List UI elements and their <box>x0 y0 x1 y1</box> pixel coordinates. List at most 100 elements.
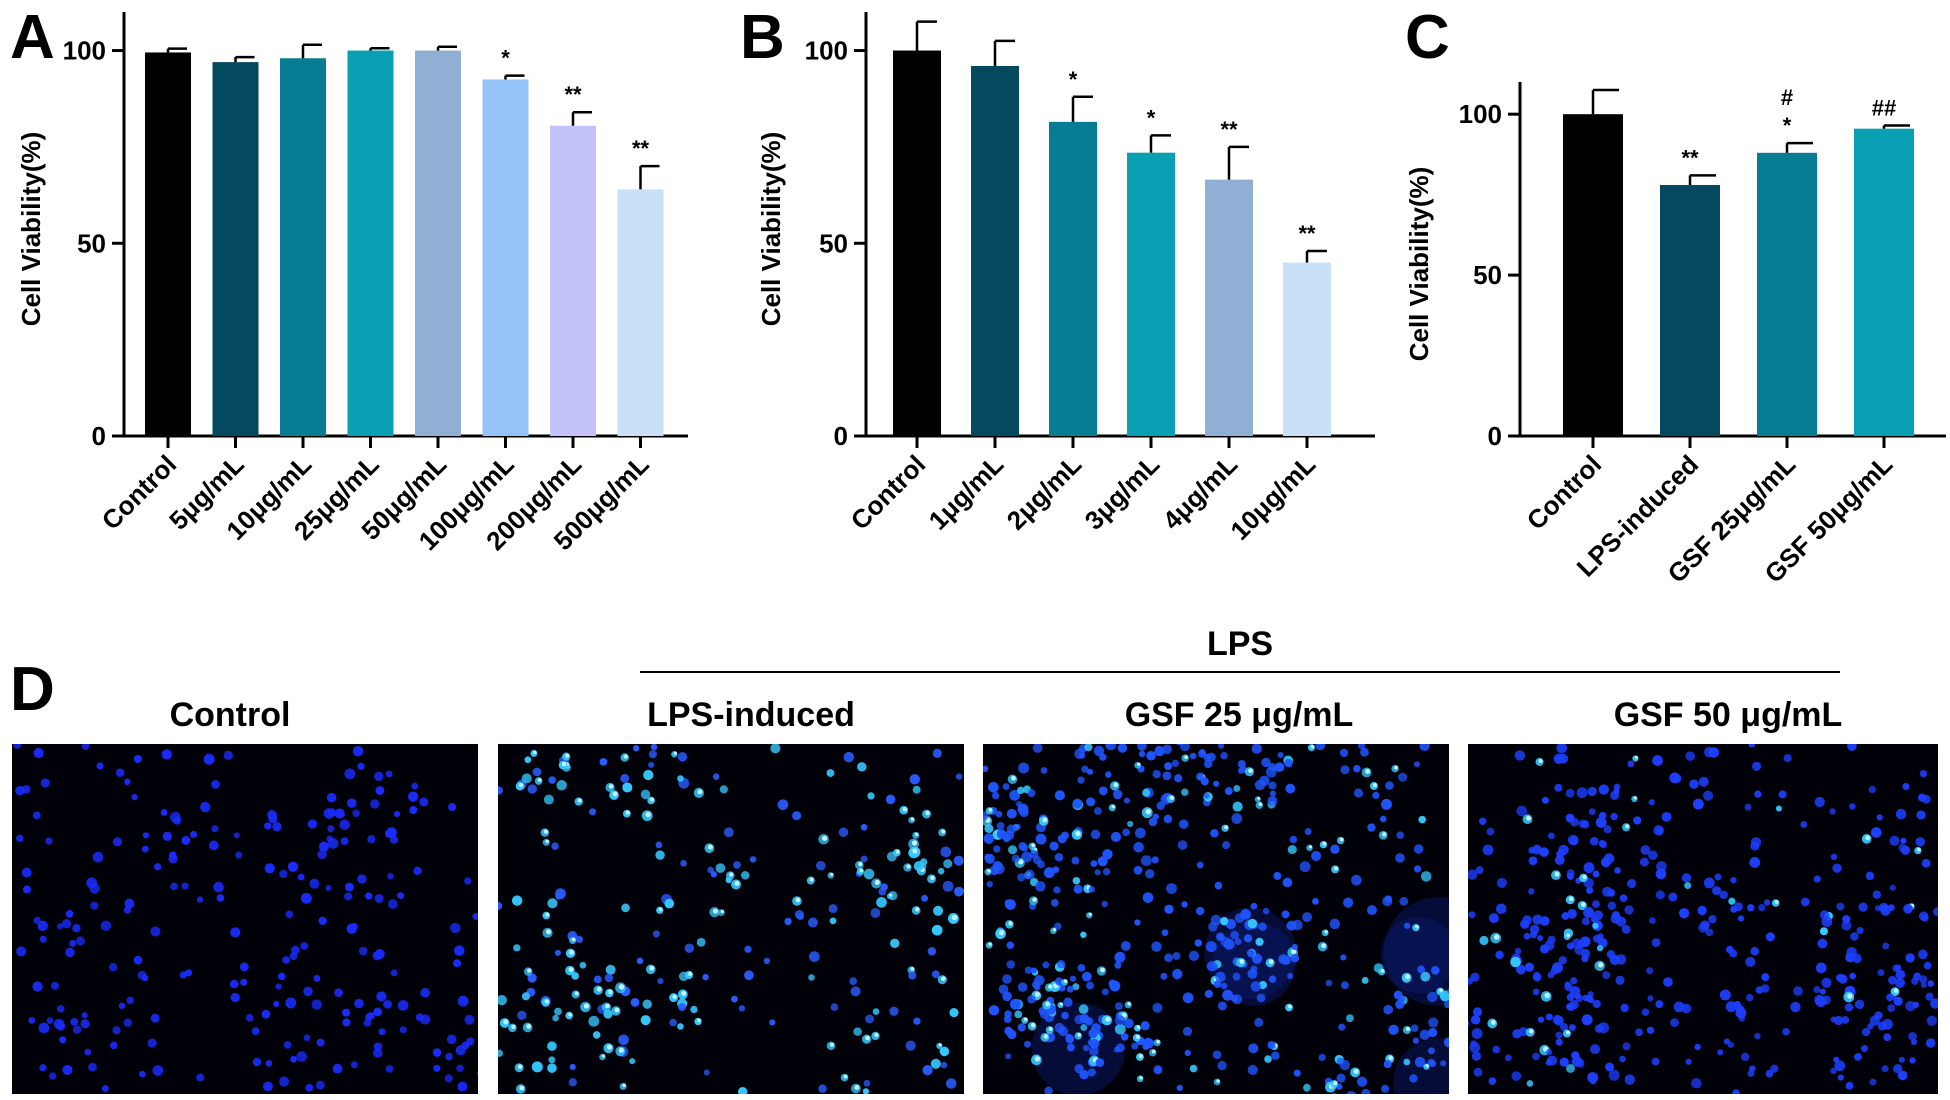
cell-nucleus <box>1627 760 1635 768</box>
cell-nucleus-highlight <box>1598 962 1604 968</box>
cell-nucleus <box>45 837 53 845</box>
cell-nucleus <box>1087 1068 1096 1077</box>
cell-nucleus <box>1832 863 1842 873</box>
cell-nucleus <box>108 963 118 972</box>
cell-nucleus <box>147 1038 157 1048</box>
cell-nucleus <box>445 1052 453 1061</box>
cell-nucleus <box>1329 918 1340 930</box>
cell-nucleus <box>1587 991 1594 998</box>
cell-nucleus-highlight <box>889 893 893 897</box>
cell-nucleus <box>1234 913 1245 924</box>
cell-nucleus <box>949 1008 959 1018</box>
cell-nucleus <box>1088 1046 1099 1056</box>
cell-nucleus <box>1892 1064 1903 1074</box>
cell-nucleus <box>39 935 47 943</box>
cell-nucleus <box>1633 816 1642 825</box>
cell-nucleus <box>1395 853 1405 863</box>
cell-nucleus-highlight <box>874 1032 879 1038</box>
cell-nucleus <box>1813 875 1821 883</box>
cell-nucleus <box>464 1014 475 1025</box>
cell-nucleus <box>1074 748 1085 760</box>
cell-nucleus <box>1703 790 1714 801</box>
cell-nucleus <box>315 1080 325 1090</box>
cell-nucleus-highlight <box>729 872 734 877</box>
cell-nucleus <box>1247 1064 1258 1076</box>
cell-nucleus <box>1814 994 1825 1005</box>
cell-nucleus <box>690 1005 698 1014</box>
cell-nucleus <box>279 869 288 879</box>
cell-nucleus <box>1581 955 1589 963</box>
cell-nucleus <box>1652 755 1663 766</box>
cell-nucleus <box>399 1026 407 1034</box>
cell-nucleus-highlight <box>545 912 550 917</box>
cell-nucleus <box>1478 817 1487 826</box>
cell-nucleus <box>420 987 431 998</box>
cell-nucleus <box>1897 1070 1908 1081</box>
cell-nucleus <box>367 835 376 844</box>
cell-nucleus <box>1541 796 1550 804</box>
cell-nucleus <box>1847 744 1857 751</box>
cell-nucleus <box>208 840 219 851</box>
cell-nucleus <box>448 802 457 812</box>
cell-nucleus <box>334 988 343 997</box>
cell-nucleus <box>229 979 239 989</box>
cell-nucleus-highlight <box>1048 984 1053 989</box>
bar <box>212 62 259 436</box>
cell-nucleus-highlight <box>1151 1049 1156 1054</box>
cell-nucleus-highlight <box>874 879 880 885</box>
cell-nucleus <box>843 751 855 763</box>
cell-nucleus <box>46 1017 54 1024</box>
cell-nucleus <box>457 995 469 1007</box>
cell-nucleus <box>1817 938 1828 949</box>
bar <box>145 52 191 437</box>
cell-nucleus <box>1471 1051 1482 1061</box>
cell-nucleus <box>376 991 387 1002</box>
cell-nucleus <box>1203 792 1210 799</box>
cell-nucleus <box>878 887 887 896</box>
cell-nucleus-highlight <box>618 984 625 990</box>
cell-nucleus <box>446 1034 457 1045</box>
cell-nucleus <box>1704 746 1715 758</box>
cell-nucleus <box>1427 991 1438 1003</box>
cell-nucleus <box>1325 979 1333 987</box>
cell-nucleus <box>1647 995 1654 1002</box>
cell-nucleus <box>38 1022 50 1034</box>
cell-nucleus <box>1372 791 1380 800</box>
y-axis-title: Cell Viability(%) <box>16 132 46 327</box>
cell-nucleus <box>49 1072 57 1080</box>
cell-nucleus <box>1892 964 1900 972</box>
cell-nucleus <box>53 1018 65 1030</box>
cell-nucleus <box>1212 1050 1222 1060</box>
cell-nucleus <box>1925 992 1934 1001</box>
cell-nucleus <box>640 1015 651 1026</box>
cell-nucleus <box>1181 788 1189 796</box>
cell-nucleus <box>498 901 503 910</box>
cell-nucleus-highlight <box>1042 817 1048 823</box>
cell-nucleus-highlight <box>1216 1079 1220 1083</box>
cell-nucleus <box>409 806 418 815</box>
cell-nucleus <box>1017 982 1028 992</box>
cell-nucleus <box>1271 1051 1280 1060</box>
cell-nucleus <box>1719 890 1728 900</box>
cell-nucleus-highlight <box>1633 796 1637 800</box>
cell-nucleus <box>620 773 630 783</box>
cell-nucleus <box>1841 1016 1850 1024</box>
cell-nucleus <box>57 923 64 930</box>
cell-nucleus <box>1641 1008 1650 1016</box>
cell-nucleus-highlight <box>605 1003 610 1009</box>
cell-nucleus <box>684 943 695 953</box>
cell-nucleus <box>1554 783 1563 792</box>
cell-nucleus <box>792 811 802 821</box>
cell-nucleus-highlight <box>854 1085 860 1090</box>
haze-blob <box>1383 897 1449 1006</box>
cell-nucleus <box>1574 945 1585 955</box>
cell-nucleus-highlight <box>568 1012 573 1017</box>
cell-nucleus <box>838 827 849 838</box>
cell-nucleus <box>1220 751 1228 760</box>
cell-nucleus <box>829 917 837 925</box>
cell-nucleus <box>115 768 125 778</box>
cell-nucleus <box>1606 950 1616 959</box>
cell-nucleus <box>1120 1033 1129 1041</box>
cell-nucleus <box>1837 1074 1844 1081</box>
cell-nucleus-highlight <box>1581 902 1586 907</box>
